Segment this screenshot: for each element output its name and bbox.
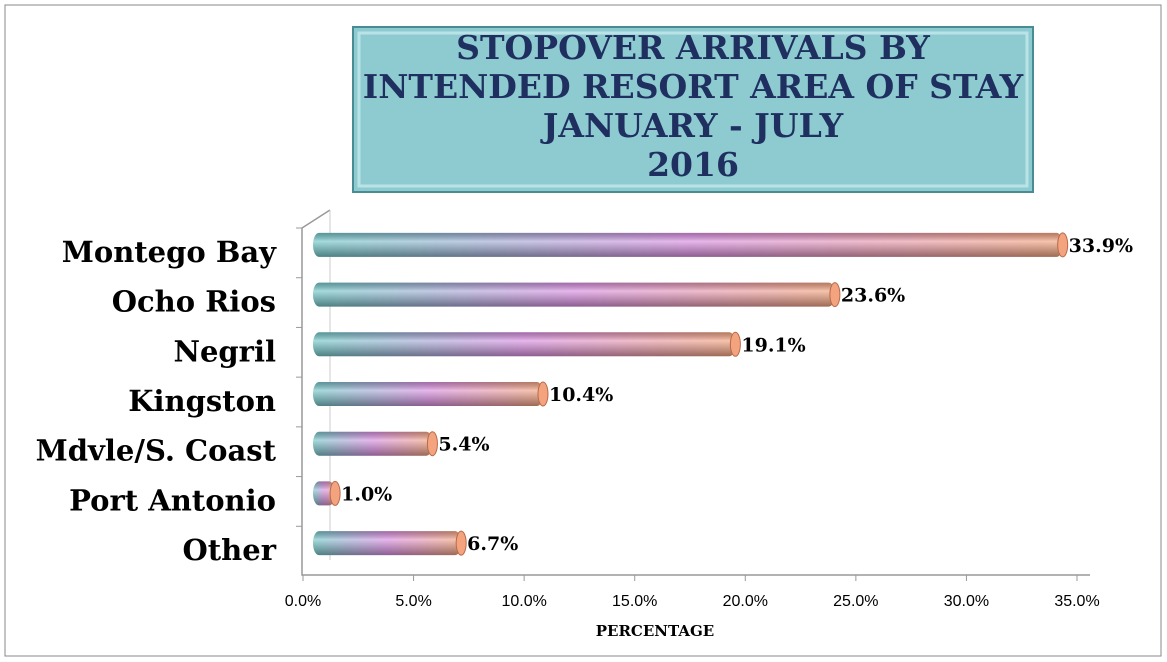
bar-shade bbox=[313, 481, 336, 506]
value-label: 19.1% bbox=[741, 334, 805, 356]
x-tick-label: 20.0% bbox=[723, 593, 768, 610]
bar-shade bbox=[313, 332, 736, 357]
bar-cap bbox=[729, 331, 741, 357]
y-tick-label: Ocho Rios bbox=[112, 285, 276, 319]
value-label: 23.6% bbox=[841, 285, 905, 307]
bar-cap bbox=[829, 282, 841, 308]
x-tick-label: 0.0% bbox=[285, 593, 321, 610]
chart-title: 2016 bbox=[647, 145, 739, 184]
y-tick-label: Kingston bbox=[128, 384, 276, 418]
bar-cap bbox=[537, 381, 549, 407]
value-label: 5.4% bbox=[438, 434, 489, 456]
x-axis-label: PERCENTAGE bbox=[596, 622, 714, 640]
value-label: 10.4% bbox=[549, 384, 613, 406]
bar-cap bbox=[329, 480, 341, 506]
bar-shade bbox=[313, 382, 543, 406]
axis-wall bbox=[301, 209, 1090, 576]
value-label: 1.0% bbox=[341, 483, 392, 505]
y-tick-label: Port Antonio bbox=[69, 483, 276, 517]
x-tick-label: 30.0% bbox=[944, 593, 989, 610]
chart-title: INTENDED RESORT AREA OF STAY bbox=[363, 67, 1024, 106]
bar-cap bbox=[1057, 232, 1069, 258]
value-label: 6.7% bbox=[467, 533, 518, 555]
x-tick-label: 15.0% bbox=[612, 593, 657, 610]
bar-shade bbox=[313, 531, 462, 556]
x-tick-label: 5.0% bbox=[395, 593, 431, 610]
bar-shade bbox=[313, 232, 1063, 257]
title-box bbox=[352, 26, 1034, 193]
chart-title: JANUARY - JULY bbox=[540, 106, 844, 145]
y-tick-label: Negril bbox=[173, 334, 276, 368]
value-label: 33.9% bbox=[1069, 235, 1133, 257]
x-tick-label: 25.0% bbox=[833, 593, 878, 610]
bar-shade bbox=[313, 282, 835, 307]
chart-title: STOPOVER ARRIVALS BY bbox=[456, 28, 930, 67]
y-tick-label: Mdvle/S. Coast bbox=[36, 434, 277, 468]
x-tick-label: 10.0% bbox=[501, 593, 546, 610]
x-tick-label: 35.0% bbox=[1054, 593, 1099, 610]
y-tick-label: Other bbox=[183, 533, 277, 567]
bar-cap bbox=[455, 530, 467, 556]
title-bevel bbox=[357, 31, 1029, 188]
bar-shade bbox=[313, 431, 433, 456]
bar-cap bbox=[426, 431, 438, 457]
y-tick-label: Montego Bay bbox=[62, 235, 277, 269]
